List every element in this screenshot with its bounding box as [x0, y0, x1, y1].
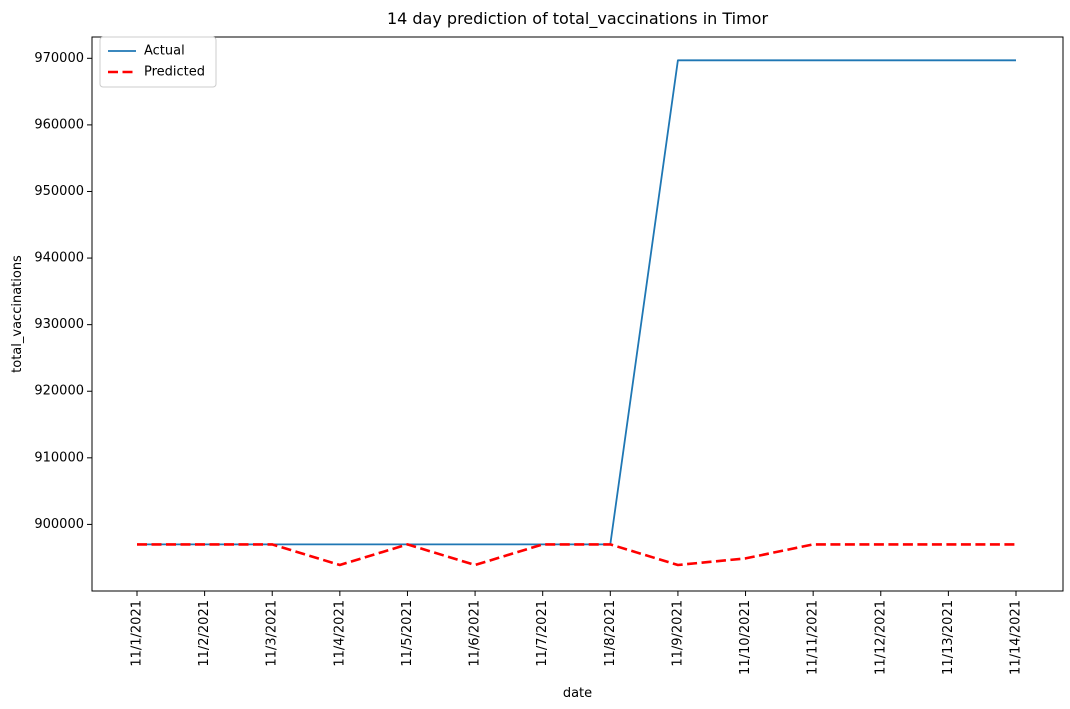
x-tick-label: 11/9/2021 — [670, 600, 685, 667]
x-tick-label: 11/14/2021 — [1009, 600, 1024, 675]
plot-area — [91, 36, 1064, 592]
plot-frame — [91, 36, 1064, 592]
x-tick-label: 11/3/2021 — [265, 600, 280, 667]
y-tick-label: 900000 — [34, 517, 84, 532]
series-line-predicted — [137, 543, 1016, 567]
y-tick-label: 970000 — [34, 51, 84, 66]
x-tick-label: 11/13/2021 — [941, 600, 956, 675]
x-tick-label: 11/11/2021 — [806, 600, 821, 675]
y-tick-label: 920000 — [34, 384, 84, 399]
x-tick-label: 11/12/2021 — [873, 600, 888, 675]
x-tick-label: 11/5/2021 — [400, 600, 415, 667]
x-tick-label: 11/1/2021 — [130, 600, 145, 667]
series-line-actual — [137, 59, 1016, 546]
y-tick-label: 910000 — [34, 450, 84, 465]
x-tick-label: 11/6/2021 — [468, 600, 483, 667]
y-axis-title: total_vaccinations — [10, 255, 25, 373]
y-tick-label: 930000 — [34, 317, 84, 332]
x-axis: 11/1/2021 11/2/2021 11/3/2021 11/4/2021 11/5… — [130, 591, 1024, 675]
x-tick-label: 11/8/2021 — [603, 600, 618, 667]
legend-box — [99, 36, 217, 88]
y-tick-label: 960000 — [34, 117, 84, 132]
y-tick-label: 940000 — [34, 251, 84, 266]
x-axis-title: date — [563, 686, 592, 701]
x-tick-label: 11/10/2021 — [738, 600, 753, 675]
y-tick-label: 950000 — [34, 184, 84, 199]
y-axis: 900000 910000 920000 930000 940000 950000 9600… — [34, 51, 92, 532]
chart-title: 14 day prediction of total_vaccinations … — [387, 9, 769, 29]
legend: Actual Predicted — [99, 36, 217, 88]
legend-label-predicted: Predicted — [144, 65, 205, 80]
x-tick-label: 11/2/2021 — [197, 600, 212, 667]
series-layer — [137, 59, 1016, 567]
legend-label-actual: Actual — [144, 44, 185, 59]
x-tick-label: 11/7/2021 — [535, 600, 550, 667]
x-tick-label: 11/4/2021 — [332, 600, 347, 667]
